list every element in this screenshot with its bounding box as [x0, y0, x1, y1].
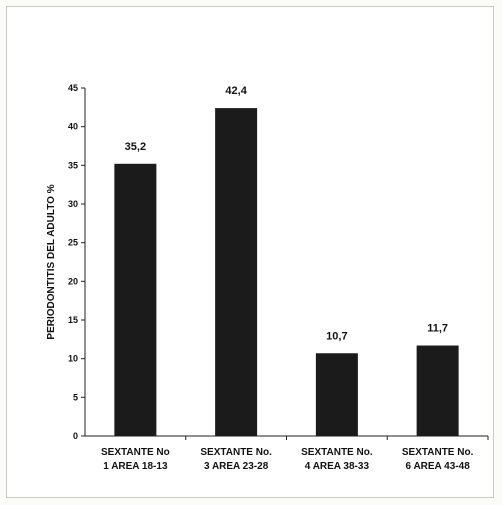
- y-tick-label: 0: [73, 431, 78, 441]
- data-label: 42,4: [225, 85, 247, 97]
- y-axis-label: PERIODONTITIS DEL ADULTO %: [46, 184, 57, 339]
- bar: [416, 345, 459, 436]
- y-tick-label: 35: [68, 160, 78, 170]
- y-tick-label: 40: [68, 122, 78, 132]
- data-label: 35,2: [125, 141, 146, 153]
- bar: [114, 163, 157, 436]
- y-tick-label: 5: [73, 392, 78, 402]
- x-category-label: SEXTANTE No.: [402, 447, 474, 458]
- data-label: 11,7: [427, 323, 448, 335]
- x-category-label: SEXTANTE No: [101, 447, 170, 458]
- y-tick-label: 30: [68, 199, 78, 209]
- x-category-label: 4 AREA 38-33: [305, 461, 370, 472]
- bars: [114, 108, 459, 437]
- y-tick-label: 10: [68, 354, 78, 364]
- y-tick-label: 15: [68, 315, 78, 325]
- bar: [215, 108, 258, 437]
- bar: [315, 353, 358, 436]
- x-category-label: SEXTANTE No.: [200, 447, 272, 458]
- data-label: 10,7: [326, 330, 347, 342]
- y-tick-label: 45: [68, 83, 78, 93]
- y-tick-label: 25: [68, 238, 78, 248]
- x-category-label: SEXTANTE No.: [301, 447, 373, 458]
- x-category-label: 1 AREA 18-13: [103, 461, 168, 472]
- x-category-label: 3 AREA 23-28: [204, 461, 269, 472]
- x-category-label: 6 AREA 43-48: [405, 461, 470, 472]
- y-tick-label: 20: [68, 276, 78, 286]
- labels: 35,2 SEXTANTE No 1 AREA 18-13 42,4 SEXTANTE …: [101, 85, 474, 472]
